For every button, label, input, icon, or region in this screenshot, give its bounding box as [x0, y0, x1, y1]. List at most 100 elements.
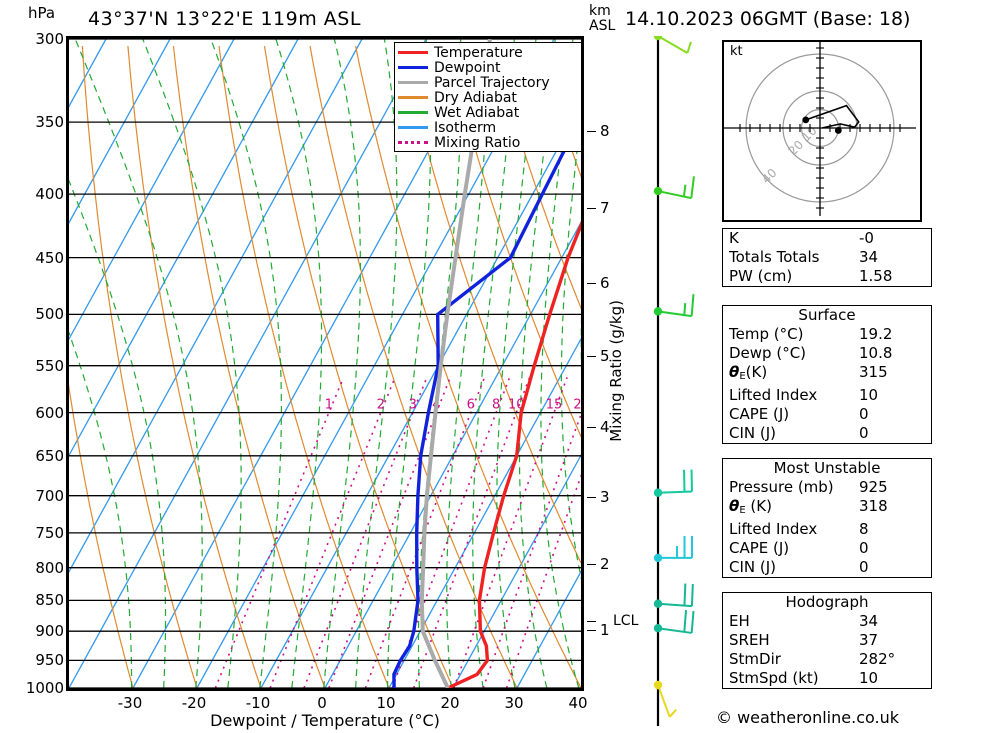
data-row: CAPE (J) 0 [723, 405, 931, 424]
wind-barb-column [653, 36, 695, 726]
isotherm-line [69, 39, 107, 108]
curve-parcel-trajectory [419, 39, 492, 688]
legend-label: Parcel Trajectory [434, 74, 550, 91]
legend-item: Wet Adiabat [398, 105, 578, 120]
mixing-ratio-line [364, 377, 486, 688]
mixing-ratio-label: 20 [573, 398, 581, 413]
dry-adiabat-line [491, 45, 581, 310]
altitude-tick-label: 8 [600, 122, 610, 141]
data-value: 315 [859, 363, 888, 381]
altitude-tick [587, 427, 596, 429]
pressure-tick-label: 700 [35, 486, 64, 505]
temperature-axis: -30 -20 -10 0 10 20 30 40 [66, 694, 588, 714]
data-label: θE (K) [729, 497, 772, 516]
pressure-tick-label: 750 [35, 523, 64, 542]
altitude-unit-km: km [589, 3, 611, 19]
legend-swatch-dewpoint [398, 66, 428, 69]
data-label: CIN (J) [729, 424, 777, 442]
station-title: 43°37'N 13°22'E 119m ASL [88, 8, 361, 30]
hodograph-plot[interactable]: kt 10 20 40 [722, 40, 922, 222]
data-label: Lifted Index [729, 386, 818, 404]
dry-adiabat-line [218, 46, 390, 688]
legend-item: Isotherm [398, 120, 578, 135]
data-value: 318 [859, 497, 888, 515]
legend-label: Dewpoint [434, 59, 501, 76]
temperature-tick-label: 10 [376, 694, 396, 712]
data-label: Dewp (°C) [729, 344, 807, 362]
data-row: StmDir 282° [723, 650, 931, 669]
altitude-tick [587, 356, 596, 358]
data-label: StmSpd (kt) [729, 669, 819, 687]
altitude-tick [587, 131, 596, 133]
legend-item: Dewpoint [398, 60, 578, 75]
mixing-ratio-label: 6 [467, 398, 475, 413]
data-label: CAPE (J) [729, 405, 790, 423]
altitude-tick-label: 1 [600, 621, 610, 640]
mixing-ratio-label: 1 [325, 398, 333, 413]
legend-item: Temperature [398, 45, 578, 60]
temperature-tick-label: 0 [317, 694, 327, 712]
wind-barb [653, 680, 677, 718]
mixing-ratio-line [453, 377, 568, 688]
isotherm-line [452, 453, 581, 688]
data-row: K -0 [723, 229, 931, 248]
hodograph-unit-label: kt [730, 44, 743, 59]
altitude-tick [587, 283, 596, 285]
data-row: Temp (°C) 19.2 [723, 325, 931, 344]
skewt-canvas: 12346810152025 [69, 39, 581, 688]
panel-surface: Surface Temp (°C) 19.2 Dewp (°C) 10.8 θE(K) 31… [722, 305, 932, 444]
panel-title-hodograph: Hodograph [785, 593, 869, 611]
data-row: Totals Totals 34 [723, 248, 931, 267]
wind-barb [653, 583, 694, 608]
wet-adiabat-line [210, 39, 282, 688]
legend-item: Parcel Trajectory [398, 75, 578, 90]
data-value: 34 [859, 612, 879, 630]
temperature-axis-title: Dewpoint / Temperature (°C) [210, 711, 440, 730]
data-value: 19.2 [859, 325, 893, 343]
data-label: StmDir [729, 650, 781, 668]
data-value: 10.8 [859, 344, 893, 362]
mixing-ratio-line [505, 473, 581, 688]
pressure-tick-label: 800 [35, 558, 64, 577]
altitude-tick [587, 496, 596, 498]
mixing-ratio-line [269, 377, 396, 688]
data-label: Temp (°C) [729, 325, 804, 343]
data-value: 0 [859, 558, 869, 576]
hodograph-endpoint [802, 116, 810, 124]
altitude-tick-label: 4 [600, 418, 610, 437]
panel-hodograph-stats: Hodograph EH 34 SREH 37 StmDir 282° StmSpd (kt)… [722, 592, 932, 689]
dry-adiabat-line [69, 383, 134, 688]
pressure-tick-label: 300 [35, 30, 64, 48]
altitude-tick-label: 2 [600, 555, 610, 574]
dry-adiabat-line [355, 45, 581, 688]
pressure-tick-label: 850 [35, 591, 64, 610]
wet-adiabat-line [323, 39, 361, 688]
dry-adiabat-line [446, 45, 581, 439]
curve-dewpoint [392, 97, 581, 688]
curve-temperature [447, 220, 581, 688]
data-value: 37 [859, 631, 879, 649]
mixing-ratio-label: 10 [508, 398, 525, 413]
altitude-tick-label: 3 [600, 487, 610, 506]
data-label: PW (cm) [729, 267, 793, 285]
wind-barb [653, 535, 693, 563]
altitude-tick-label: 5 [600, 347, 610, 366]
pressure-tick-label: 950 [35, 651, 64, 670]
pressure-tick-label: 1000 [25, 679, 64, 697]
altitude-tick [587, 208, 596, 210]
data-value: -0 [859, 229, 874, 247]
data-row: StmSpd (kt) 10 [723, 669, 931, 688]
altitude-tick-label: 6 [600, 274, 610, 293]
pressure-tick-label: 650 [35, 446, 64, 465]
hodograph-trace [805, 104, 860, 129]
data-row: CAPE (J) 0 [723, 539, 931, 558]
data-row: SREH 37 [723, 631, 931, 650]
lcl-marker-label: LCL [613, 612, 639, 629]
hodograph-storm-motion [834, 127, 842, 134]
legend-label: Isotherm [434, 119, 497, 136]
pressure-tick-label: 550 [35, 356, 64, 375]
data-label: EH [729, 612, 750, 630]
temperature-tick-label: 30 [504, 694, 524, 712]
temperature-tick-label: -30 [117, 694, 143, 712]
